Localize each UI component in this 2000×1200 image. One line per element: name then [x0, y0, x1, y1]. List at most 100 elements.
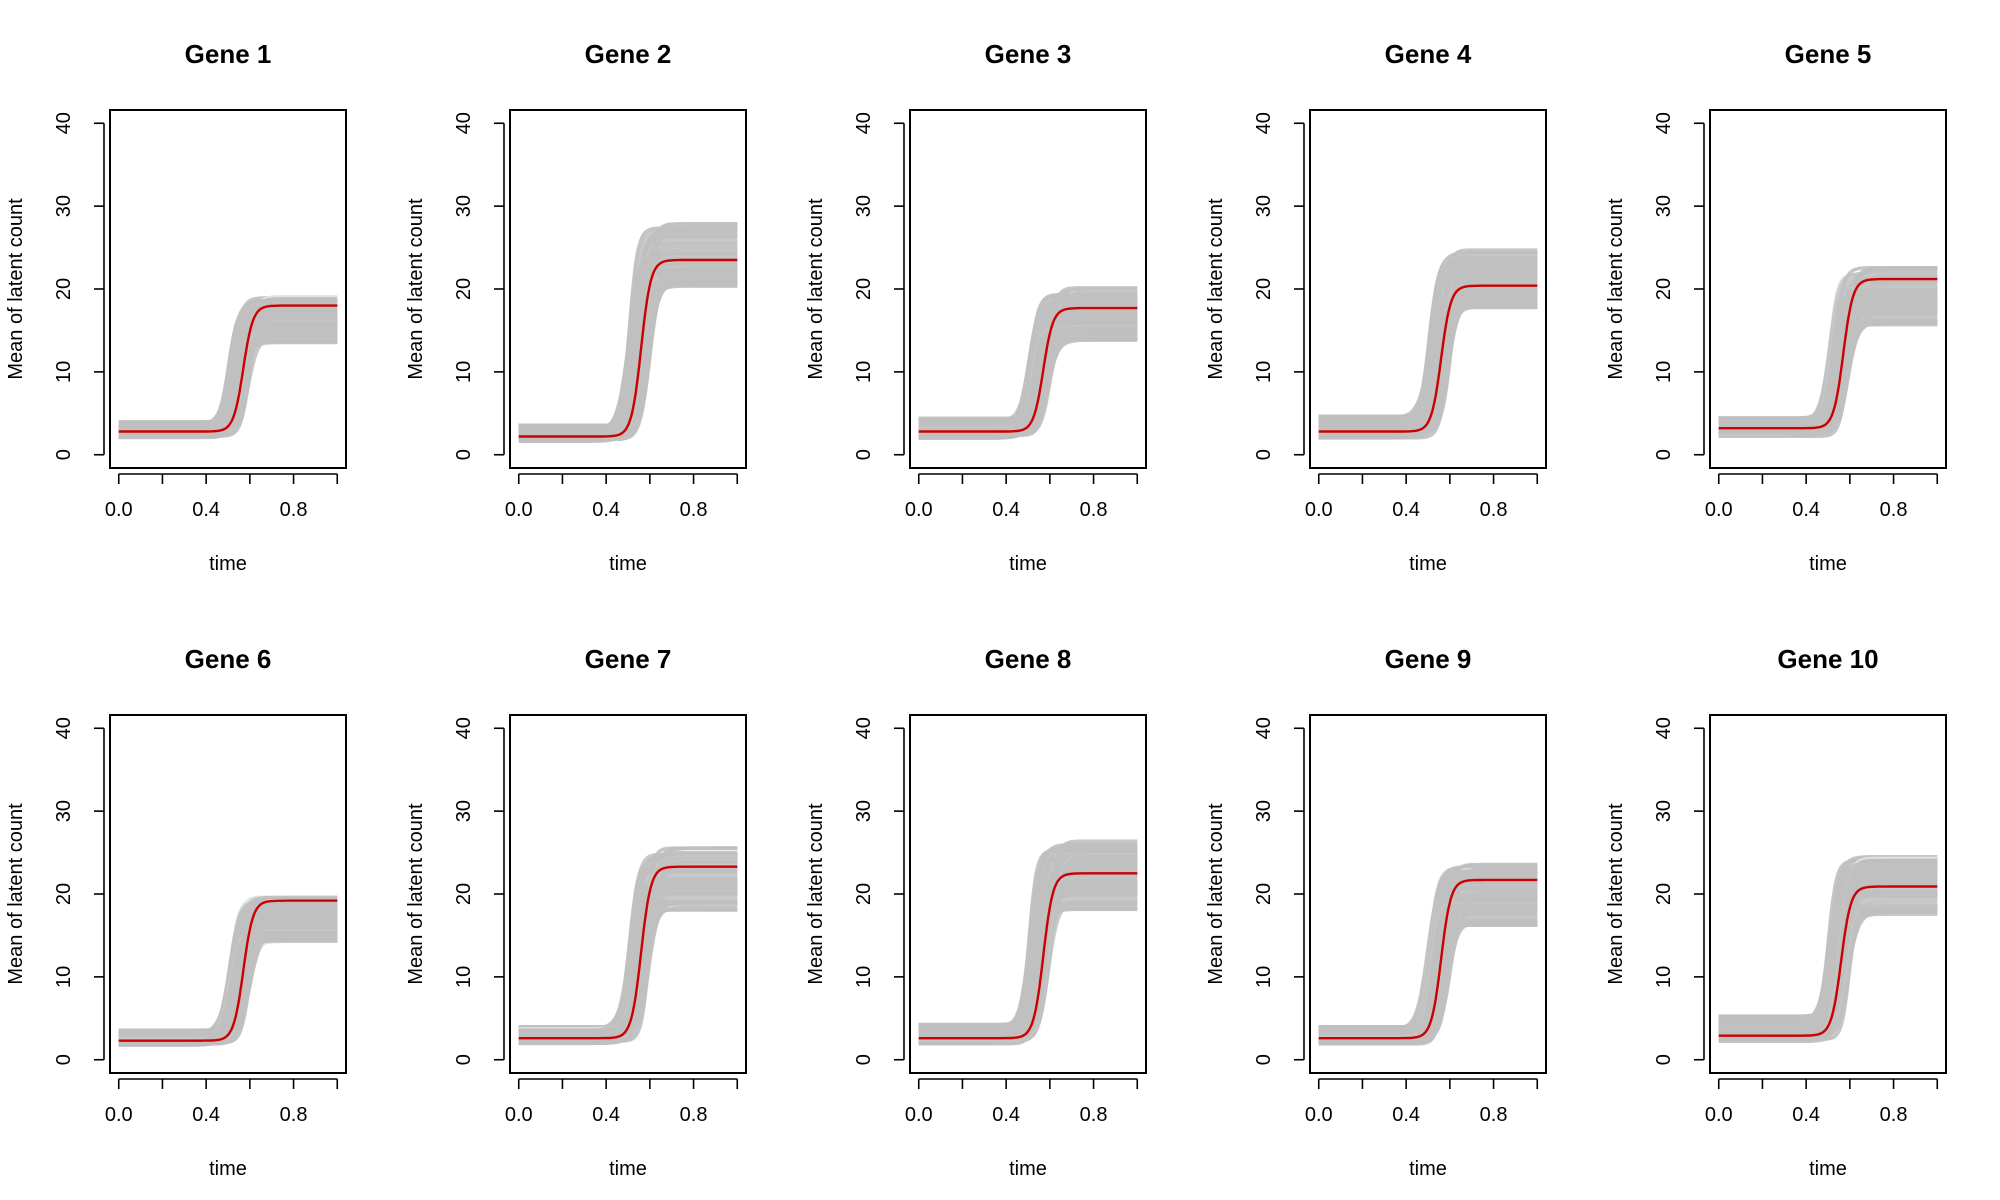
- y-tick-label: 40: [1253, 717, 1275, 739]
- chart-panel-3: Gene 3 0.0 0.4 0.8 time 0 10 20 30 40 Mean of late…: [805, 39, 1147, 575]
- y-tick-label: 0: [853, 1054, 875, 1065]
- y-tick-label: 40: [853, 717, 875, 739]
- y-tick-label: 0: [53, 1054, 75, 1065]
- x-tick-label: 0.0: [505, 1104, 533, 1126]
- y-axis-label: Mean of latent count: [805, 803, 827, 985]
- x-axis: 0.0 0.4 0.8 time: [1705, 1078, 1939, 1180]
- sample-band-fill: [918, 847, 1138, 1042]
- chart-title: Gene 3: [985, 39, 1072, 69]
- x-tick-label: 0.8: [1880, 1104, 1908, 1126]
- x-axis-label: time: [1409, 553, 1447, 575]
- x-tick-label: 0.8: [280, 499, 308, 521]
- y-axis: 0 10 20 30 40 Mean of latent count: [5, 112, 105, 460]
- chart-title: Gene 2: [585, 39, 672, 69]
- y-axis-label: Mean of latent count: [1605, 803, 1627, 985]
- sample-band-fill: [1718, 272, 1938, 435]
- y-tick-label: 0: [453, 449, 475, 460]
- y-tick-label: 30: [453, 195, 475, 217]
- chart-panel-9: Gene 9 0.0 0.4 0.8 time 0 10 20 30 40 Mean of late…: [1205, 644, 1547, 1180]
- x-axis-label: time: [1009, 553, 1047, 575]
- chart-title: Gene 7: [585, 644, 672, 674]
- plot-area: [918, 839, 1138, 1046]
- x-tick-label: 0.4: [1392, 1104, 1420, 1126]
- x-axis: 0.0 0.4 0.8 time: [105, 473, 339, 575]
- y-tick-label: 20: [1253, 278, 1275, 300]
- chart-title: Gene 9: [1385, 644, 1472, 674]
- y-tick-label: 0: [1653, 449, 1675, 460]
- chart-title: Gene 6: [185, 644, 272, 674]
- mean-line: [1718, 885, 1938, 1037]
- x-tick-label: 0.0: [105, 499, 133, 521]
- x-axis: 0.0 0.4 0.8 time: [1305, 473, 1539, 575]
- y-tick-label: 40: [53, 717, 75, 739]
- chart-panel-1: Gene 1 0.0 0.4 0.8 time 0 10 20 30 40 Mean of late…: [5, 39, 347, 575]
- x-tick-label: 0.8: [1480, 499, 1508, 521]
- plot-area: [1718, 854, 1938, 1044]
- x-axis: 0.0 0.4 0.8 time: [1305, 1078, 1539, 1180]
- x-axis: 0.0 0.4 0.8 time: [505, 473, 739, 575]
- y-tick-label: 10: [1253, 966, 1275, 988]
- x-tick-label: 0.8: [680, 1104, 708, 1126]
- plot-frame: [109, 714, 347, 1074]
- x-axis: 0.0 0.4 0.8 time: [905, 473, 1139, 575]
- x-tick-label: 0.8: [1480, 1104, 1508, 1126]
- y-tick-label: 40: [1253, 112, 1275, 134]
- y-tick-label: 40: [1653, 717, 1675, 739]
- y-tick-label: 30: [53, 195, 75, 217]
- y-tick-label: 0: [853, 449, 875, 460]
- y-tick-label: 20: [1253, 883, 1275, 905]
- sample-band-fill: [518, 852, 738, 1043]
- x-tick-label: 0.8: [1080, 499, 1108, 521]
- y-tick-label: 10: [53, 361, 75, 383]
- y-tick-label: 0: [1253, 449, 1275, 460]
- y-tick-label: 20: [1653, 278, 1675, 300]
- y-tick-label: 20: [453, 883, 475, 905]
- plot-area: [518, 846, 738, 1046]
- x-axis-label: time: [1409, 1158, 1447, 1180]
- y-tick-label: 20: [453, 278, 475, 300]
- x-tick-label: 0.0: [105, 1104, 133, 1126]
- x-tick-label: 0.4: [192, 499, 220, 521]
- chart-title: Gene 1: [185, 39, 272, 69]
- x-tick-label: 0.4: [592, 499, 620, 521]
- x-axis-label: time: [209, 553, 247, 575]
- plot-frame: [509, 109, 747, 469]
- x-tick-label: 0.4: [992, 499, 1020, 521]
- x-tick-label: 0.4: [592, 1104, 620, 1126]
- mean-line: [1318, 284, 1538, 433]
- y-axis: 0 10 20 30 40 Mean of latent count: [1205, 112, 1305, 460]
- y-tick-label: 30: [853, 195, 875, 217]
- panels-container: Gene 1 0.0 0.4 0.8 time 0 10 20 30 40 Mean of late…: [5, 39, 1947, 1180]
- y-tick-label: 10: [453, 966, 475, 988]
- sample-band-fill: [1718, 862, 1938, 1039]
- chart-title: Gene 5: [1785, 39, 1872, 69]
- y-tick-label: 30: [1253, 195, 1275, 217]
- x-axis-label: time: [609, 553, 647, 575]
- y-tick-label: 30: [53, 800, 75, 822]
- x-tick-label: 0.0: [905, 499, 933, 521]
- y-axis: 0 10 20 30 40 Mean of latent count: [405, 717, 505, 1065]
- y-tick-label: 0: [1653, 1054, 1675, 1065]
- sample-band-fill: [918, 292, 1138, 437]
- y-tick-label: 0: [453, 1054, 475, 1065]
- sample-band-fill: [1318, 253, 1538, 436]
- mean-line: [518, 865, 738, 1040]
- y-axis-label: Mean of latent count: [1205, 198, 1227, 380]
- y-tick-label: 20: [1653, 883, 1675, 905]
- y-axis: 0 10 20 30 40 Mean of latent count: [405, 112, 505, 460]
- y-tick-label: 10: [1653, 361, 1675, 383]
- y-tick-label: 10: [53, 966, 75, 988]
- x-tick-label: 0.0: [505, 499, 533, 521]
- y-axis: 0 10 20 30 40 Mean of latent count: [1605, 112, 1705, 460]
- y-axis: 0 10 20 30 40 Mean of latent count: [1205, 717, 1305, 1065]
- x-tick-label: 0.8: [1080, 1104, 1108, 1126]
- x-tick-label: 0.0: [1705, 1104, 1733, 1126]
- chart-title: Gene 4: [1385, 39, 1472, 69]
- x-axis-label: time: [1809, 1158, 1847, 1180]
- chart-title: Gene 8: [985, 644, 1072, 674]
- y-tick-label: 40: [1653, 112, 1675, 134]
- x-axis: 0.0 0.4 0.8 time: [105, 1078, 339, 1180]
- sample-band-fill: [118, 900, 338, 1045]
- plot-frame: [1309, 109, 1547, 469]
- y-tick-label: 40: [53, 112, 75, 134]
